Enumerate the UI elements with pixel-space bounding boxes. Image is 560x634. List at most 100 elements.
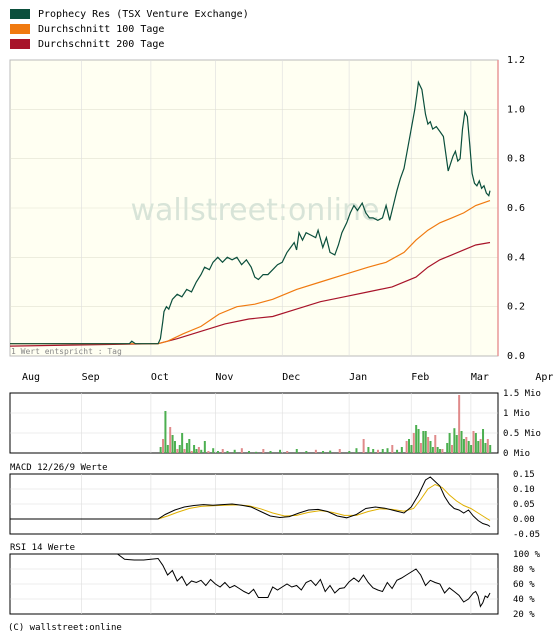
volume-bar bbox=[248, 451, 251, 453]
legend-item-price: Prophecy Res (TSX Venture Exchange) bbox=[10, 7, 249, 21]
volume-bar bbox=[216, 451, 219, 453]
legend-swatch-price bbox=[10, 9, 30, 19]
macd-y-tick-labels: -0.05 0.00 0.05 0.10 0.15 bbox=[513, 470, 540, 540]
rsi-y-tick-2: 60 % bbox=[513, 580, 535, 590]
watermark: wallstreet:online bbox=[131, 193, 380, 228]
ma100-line bbox=[10, 200, 491, 345]
volume-bar bbox=[391, 445, 394, 453]
macd-y-tick-4: 0.15 bbox=[513, 470, 535, 480]
volume-bar bbox=[188, 439, 191, 453]
volume-bar bbox=[162, 439, 165, 453]
volume-bar bbox=[367, 447, 370, 453]
volume-bar bbox=[434, 435, 437, 453]
volume-bar bbox=[183, 449, 186, 453]
volume-bar bbox=[159, 447, 162, 453]
volume-bar bbox=[450, 445, 453, 453]
volume-bars bbox=[159, 395, 492, 453]
volume-y-tick-labels: 0 Mio 0.5 Mio 1 Mio 1.5 Mio bbox=[503, 389, 541, 459]
volume-y-tick-2: 1 Mio bbox=[503, 409, 530, 419]
macd-y-tick-0: -0.05 bbox=[513, 530, 540, 540]
volume-bar bbox=[412, 433, 415, 453]
rsi-y-tick-4: 100 % bbox=[513, 550, 541, 560]
rsi-panel: RSI 14 Werte 20 % 40 % 60 % 80 % 100 % bbox=[9, 543, 541, 620]
price-y-tick-2: 0.4 bbox=[507, 252, 525, 263]
x-tick-aug: Aug bbox=[22, 372, 40, 383]
volume-panel: 0 Mio 0.5 Mio 1 Mio 1.5 Mio bbox=[9, 389, 541, 459]
volume-bar bbox=[233, 449, 236, 453]
volume-y-tick-3: 1.5 Mio bbox=[503, 389, 541, 399]
volume-bar bbox=[448, 433, 451, 453]
volume-bar bbox=[439, 449, 442, 453]
volume-bar bbox=[479, 439, 482, 453]
volume-bar bbox=[197, 447, 200, 453]
price-panel: wallstreet:online 0.00.20.40.60.81.01.2 … bbox=[9, 55, 553, 383]
volume-bar bbox=[372, 449, 375, 453]
volume-bar bbox=[176, 449, 179, 453]
volume-bar bbox=[255, 451, 258, 453]
rsi-gridlines bbox=[10, 554, 498, 614]
price-y-tick-1: 0.2 bbox=[507, 302, 525, 313]
volume-bar bbox=[269, 451, 272, 453]
x-tick-dec: Dec bbox=[282, 372, 300, 383]
volume-bar bbox=[173, 441, 176, 453]
x-tick-feb: Feb bbox=[411, 372, 429, 383]
volume-bar bbox=[470, 445, 473, 453]
volume-bar bbox=[474, 433, 477, 453]
volume-bar bbox=[329, 450, 332, 453]
volume-bar bbox=[171, 435, 174, 453]
volume-bar bbox=[441, 449, 444, 453]
volume-bar bbox=[376, 449, 379, 453]
volume-bar bbox=[362, 439, 365, 453]
volume-bar bbox=[185, 443, 188, 453]
legend-swatch-ma200 bbox=[10, 39, 30, 49]
volume-bar bbox=[472, 431, 475, 453]
value-note: 1 Wert entspricht : Tag bbox=[11, 347, 122, 356]
macd-title: MACD 12/26/9 Werte bbox=[10, 463, 108, 473]
x-tick-mar: Mar bbox=[471, 372, 489, 383]
volume-bar bbox=[417, 429, 420, 453]
volume-bar bbox=[212, 448, 215, 453]
x-tick-sep: Sep bbox=[82, 372, 100, 383]
volume-bar bbox=[178, 445, 181, 453]
volume-bar bbox=[193, 445, 196, 453]
volume-bar bbox=[226, 451, 229, 453]
legend-label-ma100: Durchschnitt 100 Tage bbox=[38, 23, 165, 35]
volume-bar bbox=[203, 441, 206, 453]
volume-bar bbox=[486, 439, 489, 453]
x-tick-oct: Oct bbox=[151, 372, 169, 383]
volume-bar bbox=[467, 441, 470, 453]
copyright-footer: (C) wallstreet:online bbox=[8, 623, 122, 633]
x-tick-labels: Aug Sep Oct Nov Dec Jan Feb Mar Apr bbox=[22, 372, 553, 383]
price-y-tick-4: 0.8 bbox=[507, 154, 525, 165]
macd-panel: MACD 12/26/9 Werte -0.05 0.00 0.05 0.10 0.15 bbox=[9, 463, 540, 540]
volume-bar bbox=[322, 451, 325, 453]
volume-bar bbox=[240, 448, 243, 453]
legend-swatch-ma100 bbox=[10, 24, 30, 34]
volume-y-tick-1: 0.5 Mio bbox=[503, 429, 541, 439]
price-line bbox=[10, 80, 491, 345]
volume-bar bbox=[460, 431, 463, 453]
price-y-tick-5: 1.0 bbox=[507, 104, 525, 115]
volume-bar bbox=[169, 427, 172, 453]
volume-bar bbox=[458, 395, 461, 453]
legend-item-ma200: Durchschnitt 200 Tage bbox=[10, 37, 164, 51]
macd-signal-line bbox=[10, 483, 491, 521]
rsi-y-tick-1: 40 % bbox=[513, 595, 535, 605]
volume-bar bbox=[422, 431, 425, 453]
rsi-y-tick-labels: 20 % 40 % 60 % 80 % 100 % bbox=[513, 550, 541, 620]
price-y-tick-labels: 0.0 0.2 0.4 0.6 0.8 1.0 1.2 bbox=[507, 55, 525, 362]
volume-bar bbox=[408, 439, 411, 453]
volume-bar bbox=[477, 441, 480, 453]
volume-bar bbox=[314, 449, 317, 453]
volume-bar bbox=[482, 429, 485, 453]
price-gridlines bbox=[10, 60, 498, 356]
rsi-y-tick-3: 80 % bbox=[513, 565, 535, 575]
volume-bar bbox=[429, 441, 432, 453]
volume-bar bbox=[181, 433, 184, 453]
rsi-title: RSI 14 Werte bbox=[10, 543, 75, 553]
macd-y-tick-3: 0.10 bbox=[513, 485, 535, 495]
volume-bar bbox=[295, 449, 298, 453]
rsi-line bbox=[10, 553, 491, 608]
x-tick-apr: Apr bbox=[535, 372, 553, 383]
